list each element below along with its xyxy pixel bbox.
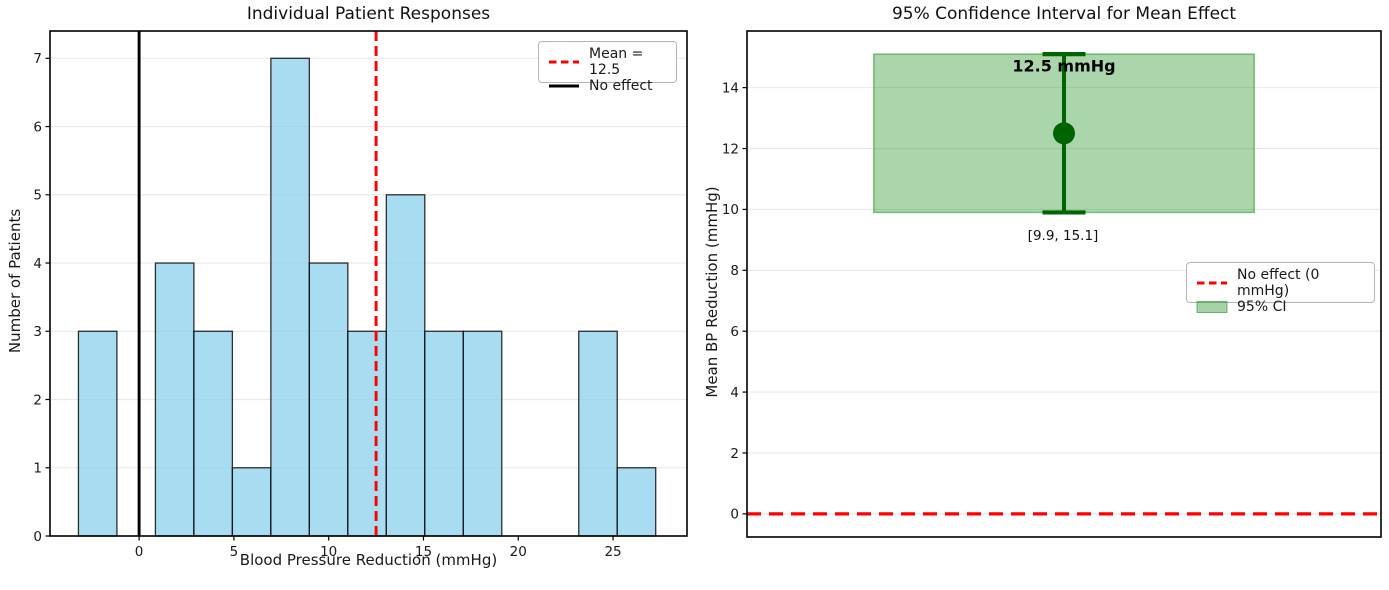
- y-tick-label: 7: [33, 51, 42, 67]
- legend-item-mean: Mean = 12.5: [548, 46, 667, 78]
- left-chart-title: Individual Patient Responses: [246, 4, 491, 24]
- y-tick-label: 12: [722, 141, 739, 157]
- histogram-bar: [154, 262, 195, 537]
- legend-label-zero-line: No effect (0 mmHg): [1237, 267, 1320, 299]
- x-tick-label: 10: [320, 544, 337, 560]
- histogram-bar: [347, 330, 387, 537]
- legend-item-ci: 95% CI: [1196, 299, 1365, 315]
- x-tick-label: 20: [510, 544, 527, 560]
- histogram-bar: [308, 262, 349, 537]
- y-tick-label: 4: [33, 256, 42, 272]
- y-tick-label: 5: [33, 188, 42, 204]
- y-tick-label: 6: [33, 119, 42, 135]
- legend-label-ci: 95% CI: [1237, 299, 1287, 315]
- x-tick-label: 5: [230, 544, 239, 560]
- ci-mean-annotation: 12.5 mmHg: [1012, 56, 1116, 76]
- red-dashed-line-swatch: [549, 60, 579, 64]
- right-chart-title: 95% Confidence Interval for Mean Effect: [891, 4, 1237, 24]
- red-dashed-line-swatch: [1197, 281, 1227, 285]
- ci-interval-annotation: [9.9, 15.1]: [1027, 228, 1099, 244]
- legend-item-zero-line: No effect (0 mmHg): [1196, 267, 1365, 299]
- right-plot-frame: [746, 30, 1382, 538]
- y-tick-label: 2: [730, 446, 739, 462]
- ci-mean-point: [1053, 122, 1075, 145]
- legend-item-no-effect: No effect: [548, 78, 667, 94]
- legend-label-mean: Mean = 12.5: [589, 46, 644, 78]
- legend-label-no-effect: No effect: [589, 78, 653, 94]
- histogram-bar: [385, 194, 426, 537]
- histogram-bar: [616, 467, 657, 537]
- left-plot-frame: [49, 30, 688, 537]
- left-legend: Mean = 12.5 No effect: [538, 41, 677, 94]
- right-legend: No effect (0 mmHg) 95% CI: [1186, 262, 1375, 315]
- x-tick-label: 0: [135, 544, 144, 560]
- y-tick-label: 2: [33, 392, 42, 408]
- left-x-axis-label: Blood Pressure Reduction (mmHg): [239, 551, 498, 569]
- y-tick-label: 4: [730, 385, 739, 401]
- x-tick-label: 25: [604, 544, 621, 560]
- y-tick-label: 1: [33, 461, 42, 477]
- y-tick-label: 14: [722, 80, 739, 96]
- right-y-axis-label: Mean BP Reduction (mmHg): [703, 186, 721, 398]
- black-solid-line-swatch: [549, 84, 579, 88]
- histogram-bar: [77, 330, 118, 537]
- histogram-bar: [462, 330, 503, 537]
- y-tick-label: 3: [33, 324, 42, 340]
- histogram-bar: [424, 330, 464, 537]
- histogram-bar: [231, 467, 272, 537]
- y-tick-label: 10: [722, 202, 739, 218]
- histogram-bar: [270, 57, 311, 537]
- histogram-bar: [578, 330, 618, 537]
- histogram-bar: [193, 330, 234, 537]
- y-tick-label: 8: [730, 263, 739, 279]
- y-tick-label: 0: [33, 529, 42, 545]
- y-tick-label: 0: [730, 507, 739, 523]
- green-patch-swatch: [1196, 301, 1228, 313]
- y-tick-label: 6: [730, 324, 739, 340]
- x-tick-label: 15: [415, 544, 432, 560]
- left-y-axis-label: Number of Patients: [6, 208, 24, 354]
